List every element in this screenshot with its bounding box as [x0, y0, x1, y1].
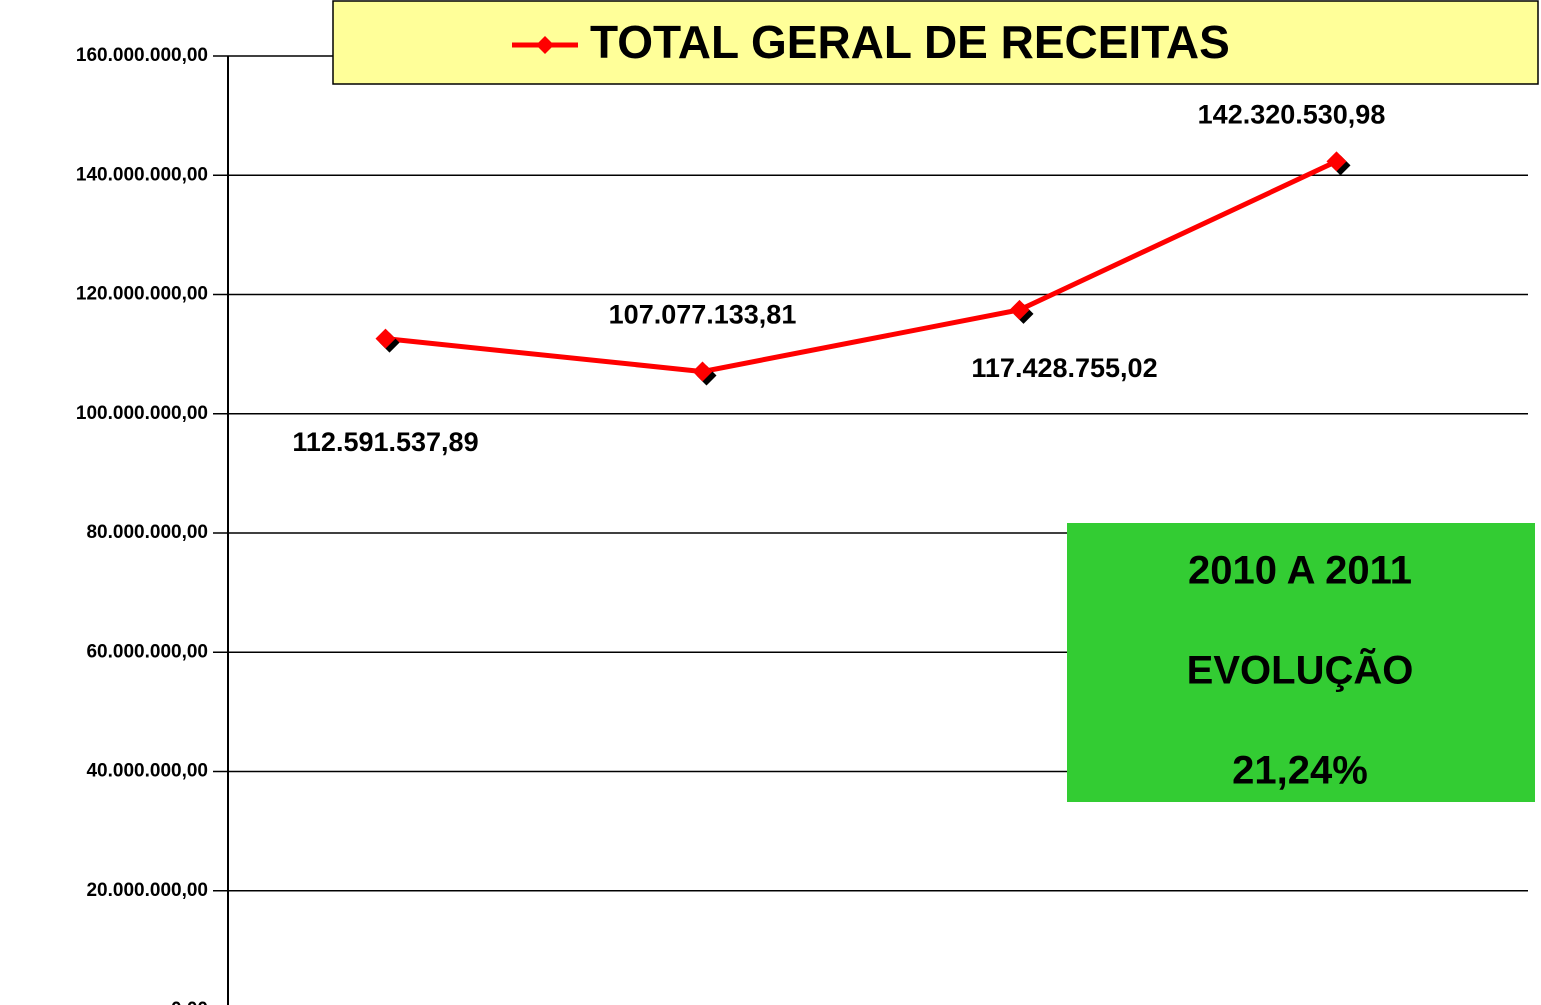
marker: [1009, 299, 1030, 320]
y-tick-label: 20.000.000,00: [86, 880, 208, 901]
annotation: 2010 A 2011: [1188, 549, 1412, 593]
data-label: 142.320.530,98: [1198, 100, 1386, 130]
data-label: 117.428.755,02: [971, 353, 1157, 383]
y-tick-label: 0,00: [171, 999, 208, 1005]
y-tick-label: 60.000.000,00: [86, 641, 208, 662]
y-tick-label: 100.000.000,00: [76, 403, 208, 424]
marker: [692, 361, 713, 382]
legend-marker: [536, 36, 554, 54]
marker: [375, 328, 396, 349]
y-tick-label: 160.000.000,00: [76, 45, 208, 66]
y-tick-label: 120.000.000,00: [76, 284, 208, 305]
y-tick-label: 40.000.000,00: [86, 761, 208, 782]
annotation: EVOLUÇÃO: [1187, 647, 1414, 693]
y-tick-label: 80.000.000,00: [86, 522, 208, 543]
data-label: 112.591.537,89: [292, 427, 478, 457]
legend-label: TOTAL GERAL DE RECEITAS: [590, 16, 1230, 68]
annotation-box: [1067, 523, 1535, 802]
series-line: [385, 159, 1338, 375]
data-label: 107.077.133,81: [609, 300, 797, 330]
marker: [1326, 151, 1347, 172]
annotation: 21,24%: [1232, 749, 1368, 793]
y-tick-label: 140.000.000,00: [76, 164, 208, 185]
